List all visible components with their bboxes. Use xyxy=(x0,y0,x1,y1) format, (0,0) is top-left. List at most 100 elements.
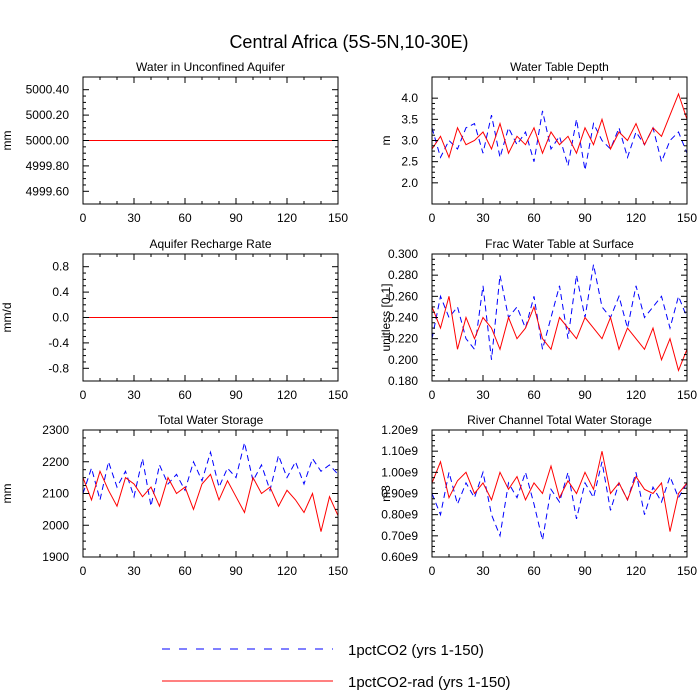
y-tick-label: 0.280 xyxy=(388,268,418,282)
x-tick-label: 30 xyxy=(127,388,141,402)
y-tick-label: 0.180 xyxy=(388,374,418,388)
y-tick-label: 2200 xyxy=(42,455,69,469)
panel-title: Total Water Storage xyxy=(158,413,264,427)
y-tick-label: 0.80e9 xyxy=(381,508,418,522)
x-tick-label: 120 xyxy=(277,388,297,402)
x-tick-label: 30 xyxy=(127,211,141,225)
x-tick-label: 30 xyxy=(476,564,490,578)
panel-4: 0 30 60 90 120 150 0.180 0.200 0.220 0.240 0.260 0.… xyxy=(379,237,697,402)
y-tick-label: 0.8 xyxy=(52,260,69,274)
x-tick-label: 30 xyxy=(476,388,490,402)
y-tick-label: 4999.80 xyxy=(26,159,70,173)
x-tick-label: 90 xyxy=(578,388,592,402)
y-tick-label: -0.4 xyxy=(48,336,69,350)
y-tick-label: 0.60e9 xyxy=(381,550,418,564)
series-1pctco2-rad xyxy=(82,469,339,532)
series-1pctco2 xyxy=(431,461,688,541)
y-tick-label: 5000.00 xyxy=(26,134,70,148)
y-axis-label: mm xyxy=(0,484,14,504)
x-tick-label: 150 xyxy=(677,211,697,225)
y-tick-label: 0.0 xyxy=(52,311,69,325)
x-tick-label: 30 xyxy=(127,564,141,578)
y-tick-label: 1.10e9 xyxy=(381,444,418,458)
x-tick-label: 90 xyxy=(578,564,592,578)
x-tick-label: 90 xyxy=(578,211,592,225)
y-tick-label: 1900 xyxy=(42,550,69,564)
panel-3: 0 30 60 90 120 150 -0.8 -0.4 0.0 0.4 0.8 Aquifer Re… xyxy=(0,237,348,402)
y-axis-label: mm/d xyxy=(0,303,14,333)
y-tick-label: 0.300 xyxy=(388,247,418,261)
panel-title: Water Table Depth xyxy=(510,60,609,74)
x-tick-label: 150 xyxy=(328,388,348,402)
x-tick-label: 30 xyxy=(476,211,490,225)
y-tick-label: 2.0 xyxy=(401,176,418,190)
y-tick-label: -0.8 xyxy=(48,361,69,375)
series-1pctco2 xyxy=(431,264,688,360)
y-tick-label: 0.220 xyxy=(388,332,418,346)
legend-label-1pctco2: 1pctCO2 (yrs 1-150) xyxy=(348,642,484,659)
x-tick-label: 60 xyxy=(178,211,192,225)
y-tick-label: 0.240 xyxy=(388,311,418,325)
series-1pctco2 xyxy=(82,442,339,507)
y-tick-label: 0.4 xyxy=(52,285,69,299)
y-tick-label: 2300 xyxy=(42,423,69,437)
x-tick-label: 60 xyxy=(527,388,541,402)
panel-title: Frac Water Table at Surface xyxy=(485,237,634,251)
y-axis-label: unitless [0-1] xyxy=(379,283,393,351)
x-tick-label: 0 xyxy=(429,211,436,225)
y-tick-label: 3.5 xyxy=(401,112,418,126)
y-tick-label: 0.90e9 xyxy=(381,487,418,501)
y-axis-label: mm xyxy=(0,131,14,151)
x-tick-label: 90 xyxy=(229,388,243,402)
x-tick-label: 150 xyxy=(677,564,697,578)
series-1pctco2-rad xyxy=(431,296,688,372)
panel-title: River Channel Total Water Storage xyxy=(467,413,652,427)
x-tick-label: 120 xyxy=(277,211,297,225)
x-tick-label: 120 xyxy=(277,564,297,578)
y-tick-label: 2000 xyxy=(42,518,69,532)
y-tick-label: 0.200 xyxy=(388,353,418,367)
panel-2: 0 30 60 90 120 150 2.0 2.5 3.0 3.5 4.0 Water Table … xyxy=(379,60,697,225)
series-1pctco2-rad xyxy=(431,92,688,159)
x-tick-label: 150 xyxy=(328,564,348,578)
x-tick-label: 60 xyxy=(178,564,192,578)
plot-frame xyxy=(431,429,688,558)
x-tick-label: 120 xyxy=(626,388,646,402)
x-tick-label: 60 xyxy=(178,388,192,402)
series-1pctco2 xyxy=(431,110,688,171)
x-tick-label: 0 xyxy=(429,564,436,578)
y-tick-label: 1.00e9 xyxy=(381,465,418,479)
panel-title: Aquifer Recharge Rate xyxy=(149,237,271,251)
y-axis-label: m3 xyxy=(379,485,393,502)
legend-label-1pctco2-rad: 1pctCO2-rad (yrs 1-150) xyxy=(348,674,511,691)
y-tick-label: 0.260 xyxy=(388,289,418,303)
x-tick-label: 60 xyxy=(527,211,541,225)
plot-frame xyxy=(431,76,688,205)
y-tick-label: 3.0 xyxy=(401,134,418,148)
y-tick-label: 2.5 xyxy=(401,155,418,169)
y-tick-label: 1.20e9 xyxy=(381,423,418,437)
y-tick-label: 4.0 xyxy=(401,91,418,105)
x-tick-label: 0 xyxy=(80,564,87,578)
x-tick-label: 90 xyxy=(229,211,243,225)
series-1pctco2-rad xyxy=(431,451,688,532)
y-tick-label: 4999.60 xyxy=(26,184,70,198)
legend: 1pctCO2 (yrs 1-150) 1pctCO2-rad (yrs 1-1… xyxy=(162,642,511,691)
panel-5: 0 30 60 90 120 150 1900 2000 2100 2200 2300 Total W… xyxy=(0,413,348,578)
x-tick-label: 0 xyxy=(80,211,87,225)
y-tick-label: 5000.20 xyxy=(26,108,70,122)
y-tick-label: 5000.40 xyxy=(26,83,70,97)
x-tick-label: 120 xyxy=(626,211,646,225)
x-tick-label: 60 xyxy=(527,564,541,578)
x-tick-label: 150 xyxy=(328,211,348,225)
x-tick-label: 120 xyxy=(626,564,646,578)
x-tick-label: 0 xyxy=(429,388,436,402)
x-tick-label: 150 xyxy=(677,388,697,402)
panels: 0 30 60 90 120 150 4999.60 4999.80 5000.00 5000.2… xyxy=(0,60,697,578)
x-tick-label: 90 xyxy=(229,564,243,578)
panel-6: 0 30 60 90 120 150 0.60e9 0.70e9 0.80e9 0.90e9 1.0… xyxy=(379,413,697,578)
y-tick-label: 2100 xyxy=(42,487,69,501)
figure-title: Central Africa (5S-5N,10-30E) xyxy=(229,32,468,52)
